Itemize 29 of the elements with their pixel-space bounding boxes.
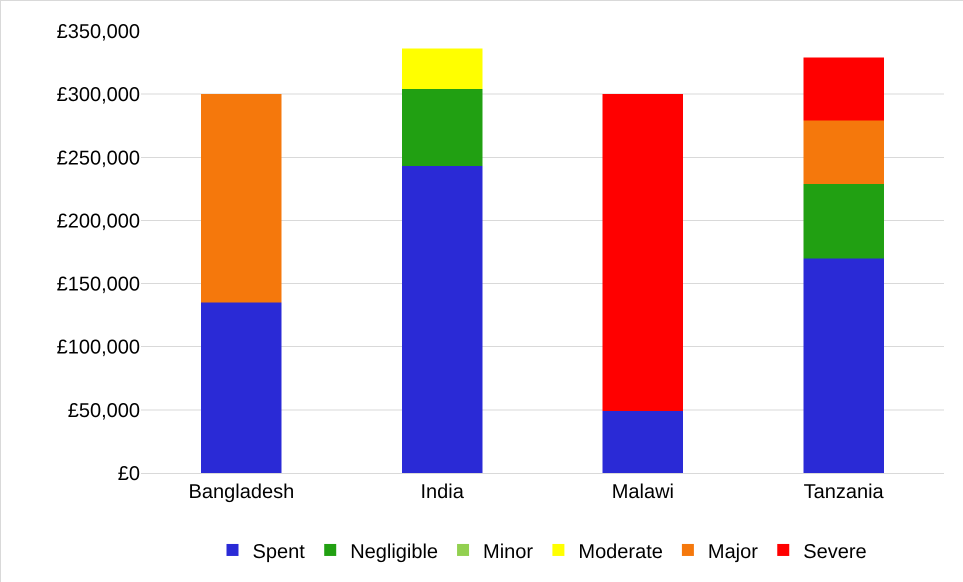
- y-tick-label: £100,000: [56, 336, 140, 359]
- bar: [201, 302, 282, 473]
- bar: [402, 89, 482, 166]
- bar: [803, 120, 884, 184]
- legend-label: Spent: [252, 540, 306, 563]
- y-tick-label: £50,000: [68, 400, 140, 422]
- x-tick-label: India: [420, 481, 465, 503]
- x-tick-label: Bangladesh: [188, 481, 294, 503]
- x-tick-label: Tanzania: [804, 481, 885, 503]
- y-tick-label: £150,000: [56, 274, 140, 296]
- bar: [602, 94, 684, 412]
- y-tick-label: £0: [118, 463, 140, 485]
- bar: [402, 166, 482, 473]
- y-tick-label: £300,000: [56, 84, 140, 106]
- legend-label: Minor: [483, 540, 534, 563]
- bar: [602, 411, 684, 473]
- bar: [201, 94, 282, 303]
- legend-label: Negligible: [350, 540, 438, 563]
- bar: [402, 48, 482, 90]
- legend-label: Severe: [803, 540, 867, 563]
- bar: [803, 58, 884, 121]
- y-tick-label: £350,000: [56, 21, 140, 43]
- bar: [803, 258, 884, 473]
- y-tick-label: £250,000: [56, 147, 140, 170]
- bar: [803, 184, 884, 258]
- x-tick-label: Malawi: [612, 481, 674, 503]
- legend-label: Moderate: [578, 540, 663, 563]
- legend-label: Major: [708, 540, 758, 563]
- y-tick-label: £200,000: [56, 210, 140, 232]
